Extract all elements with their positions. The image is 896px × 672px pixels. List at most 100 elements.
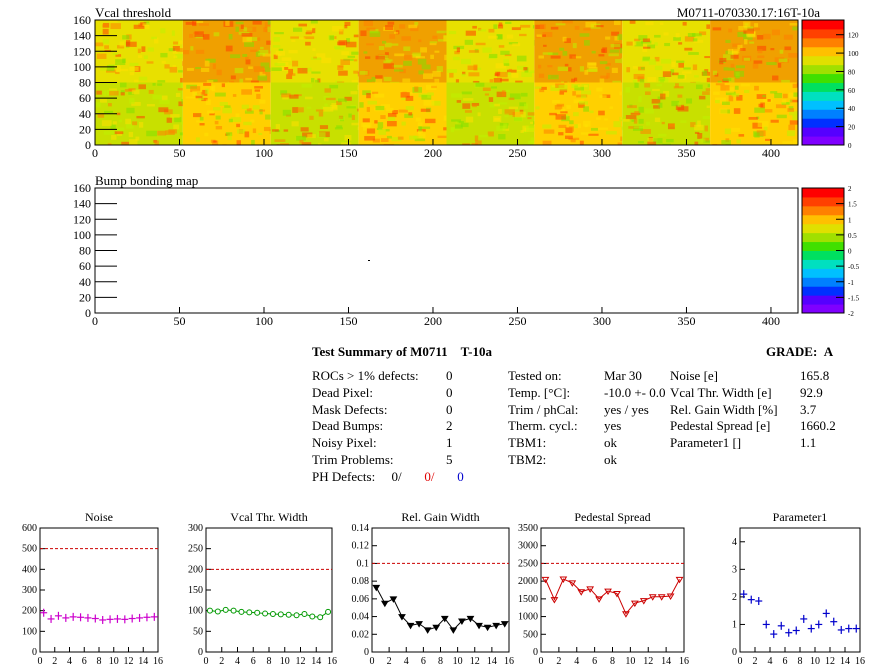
noise-speck — [138, 55, 143, 59]
noise-speck — [675, 83, 679, 88]
noise-speck — [273, 36, 280, 42]
noise-speck — [673, 37, 681, 41]
noise-speck — [508, 68, 513, 71]
threshold-map-cells — [95, 20, 798, 145]
noise-speck — [318, 111, 324, 117]
noise-speck — [444, 54, 447, 61]
noise-speck — [180, 121, 183, 125]
noise-speck — [443, 35, 447, 42]
noise-speck — [336, 100, 342, 106]
data-point — [406, 622, 415, 630]
noise-speck — [496, 125, 506, 132]
noise-speck — [468, 72, 480, 77]
noise-speck — [443, 127, 447, 131]
noise-speck — [504, 89, 510, 92]
colorbar-band — [802, 82, 844, 92]
result-row-label: Pedestal Spread [e] — [670, 418, 771, 434]
noise-speck — [461, 73, 466, 77]
noise-speck — [298, 37, 306, 40]
noise-speck — [583, 106, 590, 112]
noise-speck — [242, 53, 248, 57]
noise-speck — [770, 119, 779, 123]
noise-speck — [312, 27, 316, 34]
colorbar-frame — [801, 19, 845, 146]
colorbar-label: 100 — [848, 50, 859, 58]
x-tick-label: 50 — [173, 146, 185, 160]
noise-speck — [539, 87, 545, 93]
noise-speck — [421, 64, 431, 70]
noise-speck — [129, 62, 139, 66]
noise-speck — [403, 60, 412, 66]
condition-row-label: Therm. cycl.: — [508, 418, 578, 434]
x-tick-label: 2 — [556, 656, 561, 667]
noise-speck — [418, 39, 422, 43]
noise-speck — [296, 107, 304, 113]
noise-speck — [136, 115, 145, 119]
noise-speck — [211, 85, 216, 92]
noise-speck — [138, 84, 146, 90]
noise-speck — [383, 60, 391, 64]
noise-speck — [503, 59, 510, 65]
noise-speck — [310, 25, 315, 29]
noise-speck — [559, 47, 565, 51]
noise-speck — [266, 40, 271, 45]
x-tick-label: 4 — [67, 656, 72, 667]
noise-speck — [599, 95, 607, 99]
noise-speck — [498, 22, 503, 27]
noise-speck — [644, 108, 654, 114]
series-line — [209, 609, 329, 618]
noise-speck — [252, 128, 257, 134]
noise-speck — [770, 91, 778, 94]
noise-speck — [124, 89, 134, 92]
noise-speck — [299, 139, 304, 144]
noise-speck — [715, 97, 727, 104]
noise-speck — [619, 91, 623, 96]
noise-speck — [497, 24, 504, 29]
noise-speck — [581, 90, 592, 95]
noise-speck — [364, 56, 371, 59]
result-row-value: 1.1 — [800, 435, 817, 451]
noise-speck — [399, 24, 406, 29]
noise-speck — [427, 92, 434, 96]
noise-speck — [107, 143, 112, 145]
noise-speck — [658, 77, 669, 83]
data-point — [657, 594, 666, 601]
noise-speck — [169, 66, 178, 73]
noise-speck — [102, 28, 109, 35]
noise-speck — [258, 132, 263, 136]
x-tick-label: 0 — [92, 146, 98, 160]
noise-speck — [662, 143, 671, 145]
result-row-value: 3.7 — [800, 401, 817, 417]
noise-speck — [172, 65, 176, 69]
y-tick-label: 300 — [188, 523, 203, 534]
noise-speck — [493, 77, 502, 83]
noise-speck — [723, 67, 729, 71]
noise-speck — [267, 26, 271, 33]
noise-speck — [608, 53, 619, 57]
noise-speck — [414, 138, 426, 142]
noise-speck — [656, 84, 662, 87]
noise-speck — [292, 60, 299, 67]
noise-speck — [660, 93, 666, 100]
noise-speck — [146, 130, 157, 137]
noise-speck — [222, 107, 232, 114]
noise-speck — [298, 23, 307, 27]
noise-speck — [103, 131, 115, 135]
noise-speck — [455, 121, 459, 124]
noise-speck — [190, 46, 194, 51]
noise-speck — [602, 47, 608, 53]
noise-speck — [259, 99, 266, 104]
noise-speck — [652, 88, 660, 92]
colorbar-label: -0.5 — [848, 263, 860, 271]
defect-row-label: Dead Bumps: — [312, 418, 384, 434]
result-row-label: Noise [e] — [670, 368, 719, 383]
noise-speck — [527, 112, 535, 116]
noise-speck — [698, 95, 706, 100]
noise-speck — [194, 31, 204, 38]
colorbar-band — [802, 46, 844, 57]
noise-speck — [765, 138, 770, 141]
noise-speck — [632, 41, 637, 46]
noise-speck — [289, 94, 299, 99]
noise-speck — [270, 46, 271, 52]
noise-speck — [457, 121, 464, 124]
